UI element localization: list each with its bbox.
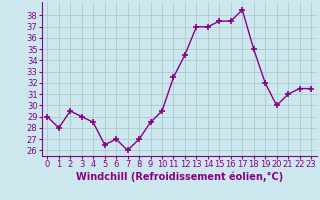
- X-axis label: Windchill (Refroidissement éolien,°C): Windchill (Refroidissement éolien,°C): [76, 172, 283, 182]
